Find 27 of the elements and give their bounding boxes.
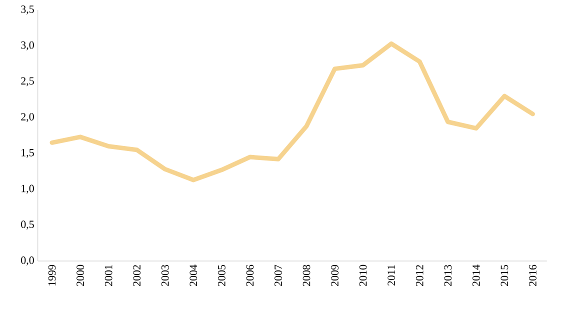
x-tick-label: 2016 — [529, 264, 536, 286]
x-tick-label: 2000 — [76, 264, 84, 286]
x-tick-label: 2011 — [388, 265, 396, 286]
y-tick-label: 2,0 — [21, 113, 34, 122]
y-tick-label: 1,5 — [22, 148, 34, 158]
x-tick-label: 2002 — [133, 265, 141, 286]
x-tick-label: 2004 — [190, 264, 198, 286]
x-tick-label: 2007 — [274, 264, 282, 286]
x-tick-label: 1999 — [48, 264, 56, 286]
y-tick-label: 1,0 — [22, 184, 34, 194]
x-tick-label: 2005 — [218, 264, 226, 286]
x-tick-label: 2008 — [302, 264, 310, 286]
x-tick-label: 2010 — [359, 264, 367, 286]
x-tick-label: 2009 — [331, 264, 338, 286]
x-tick-label: 2003 — [161, 264, 169, 286]
y-tick-label: 3,0 — [21, 41, 34, 50]
x-tick-label: 2015 — [500, 264, 508, 286]
x-tick-label: 2012 — [416, 265, 424, 286]
y-tick-label: 0,0 — [21, 256, 34, 266]
line-series — [50, 41, 535, 182]
y-tick-label: 2,5 — [21, 77, 34, 86]
x-tick-label: 2001 — [104, 265, 112, 286]
x-tick-label: 2006 — [246, 264, 254, 286]
x-tick-label: 2014 — [472, 264, 480, 286]
y-tick-label: 0,5 — [21, 220, 34, 230]
x-tick-label: 2013 — [444, 264, 452, 286]
y-tick-label: 3,5 — [21, 6, 34, 14]
